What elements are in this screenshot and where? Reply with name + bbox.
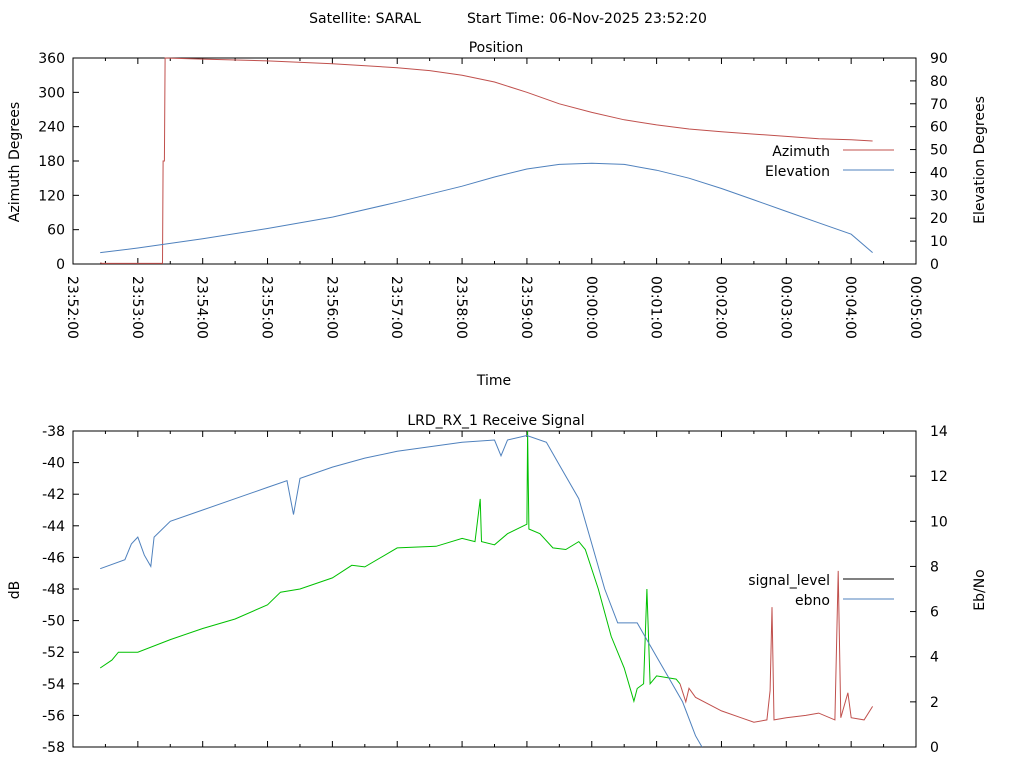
y-tick-label: 0 <box>56 257 65 273</box>
y-tick-label: -50 <box>42 614 65 630</box>
y2-tick-label: 6 <box>930 605 939 621</box>
y2-tick-label: 14 <box>930 424 948 440</box>
y-tick-label: -48 <box>42 582 65 598</box>
series-line-Elevation <box>100 162 873 254</box>
y-tick-label: -42 <box>42 487 65 503</box>
x-tick-label: 23:55:00 <box>259 276 275 339</box>
satellite-label: Satellite: SARAL <box>309 11 421 27</box>
signal-title: LRD_RX_1 Receive Signal <box>407 413 584 429</box>
y2-tick-label: 10 <box>930 234 948 250</box>
series-line-ebno <box>100 434 703 748</box>
y2-tick-label: 20 <box>930 211 948 227</box>
y2-tick-label: 10 <box>930 514 948 530</box>
x-tick-label: 23:59:00 <box>518 276 534 339</box>
position-xlabel: Time <box>476 373 511 389</box>
y2-tick-label: 60 <box>930 120 948 136</box>
x-tick-label: 00:00:00 <box>583 276 599 339</box>
plot-frame <box>72 57 917 265</box>
y2-tick-label: 12 <box>930 469 948 485</box>
series-line-Azimuth <box>100 57 873 264</box>
x-tick-label: 23:57:00 <box>388 276 404 339</box>
position-title: Position <box>469 40 524 56</box>
y2-tick-label: 40 <box>930 165 948 181</box>
series-line-ebno-tail <box>679 570 874 723</box>
y2-tick-label: 50 <box>930 143 948 159</box>
y-tick-label: -40 <box>42 456 65 472</box>
y2-tick-label: 30 <box>930 188 948 204</box>
y2-tick-label: 0 <box>930 740 939 756</box>
y2-tick-label: 0 <box>930 257 939 273</box>
receive-signal-plot: LRD_RX_1 Receive Signal dB Eb/No -58 -56 -… <box>7 413 988 756</box>
y-tick-label: 300 <box>38 85 65 101</box>
signal-ylabel: dB <box>7 581 23 600</box>
x-tick-label: 00:03:00 <box>777 276 793 339</box>
position-plot: Position Time Azimuth Degrees Elevation … <box>7 40 988 389</box>
y-tick-label: -58 <box>42 740 65 756</box>
y-tick-label: -54 <box>42 677 65 693</box>
x-tick-label: 23:53:00 <box>129 276 145 339</box>
x-tick-label: 00:01:00 <box>648 276 664 339</box>
y-tick-label: 360 <box>38 51 65 67</box>
position-y2label: Elevation Degrees <box>972 96 988 224</box>
y-tick-label: -38 <box>42 424 65 440</box>
plot-frame <box>72 430 917 748</box>
x-tick-label: 00:04:00 <box>842 276 858 339</box>
y-tick-label: 60 <box>47 223 65 239</box>
series-line-signal_level <box>99 430 681 704</box>
y-tick-label: -44 <box>42 519 65 535</box>
y-tick-label: -46 <box>42 550 65 566</box>
x-tick-label: 00:05:00 <box>907 276 923 339</box>
y2-tick-label: 80 <box>930 74 948 90</box>
legend-label: Azimuth <box>772 144 830 160</box>
y-tick-label: -56 <box>42 708 65 724</box>
y2-tick-label: 70 <box>930 97 948 113</box>
y-tick-label: 240 <box>38 120 65 136</box>
y2-tick-label: 90 <box>930 51 948 67</box>
y-tick-label: -52 <box>42 645 65 661</box>
x-tick-label: 23:58:00 <box>453 276 469 339</box>
y2-tick-label: 2 <box>930 695 939 711</box>
start-time-label: Start Time: 06-Nov-2025 23:52:20 <box>467 11 707 27</box>
legend-label: Elevation <box>765 164 830 180</box>
signal-y2label: Eb/No <box>972 569 988 611</box>
x-tick-label: 00:02:00 <box>712 276 728 339</box>
x-tick-label: 23:56:00 <box>323 276 339 339</box>
legend-label: ebno <box>795 593 830 609</box>
position-ylabel: Azimuth Degrees <box>7 102 23 222</box>
y2-tick-label: 4 <box>930 650 939 666</box>
y2-tick-label: 8 <box>930 559 939 575</box>
x-tick-label: 23:52:00 <box>64 276 80 339</box>
y-tick-label: 120 <box>38 188 65 204</box>
y-tick-label: 180 <box>38 154 65 170</box>
x-tick-label: 23:54:00 <box>194 276 210 339</box>
legend-label: signal_level <box>748 573 830 589</box>
